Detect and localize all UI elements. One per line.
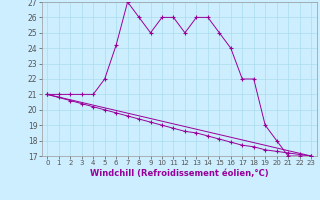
X-axis label: Windchill (Refroidissement éolien,°C): Windchill (Refroidissement éolien,°C) xyxy=(90,169,268,178)
